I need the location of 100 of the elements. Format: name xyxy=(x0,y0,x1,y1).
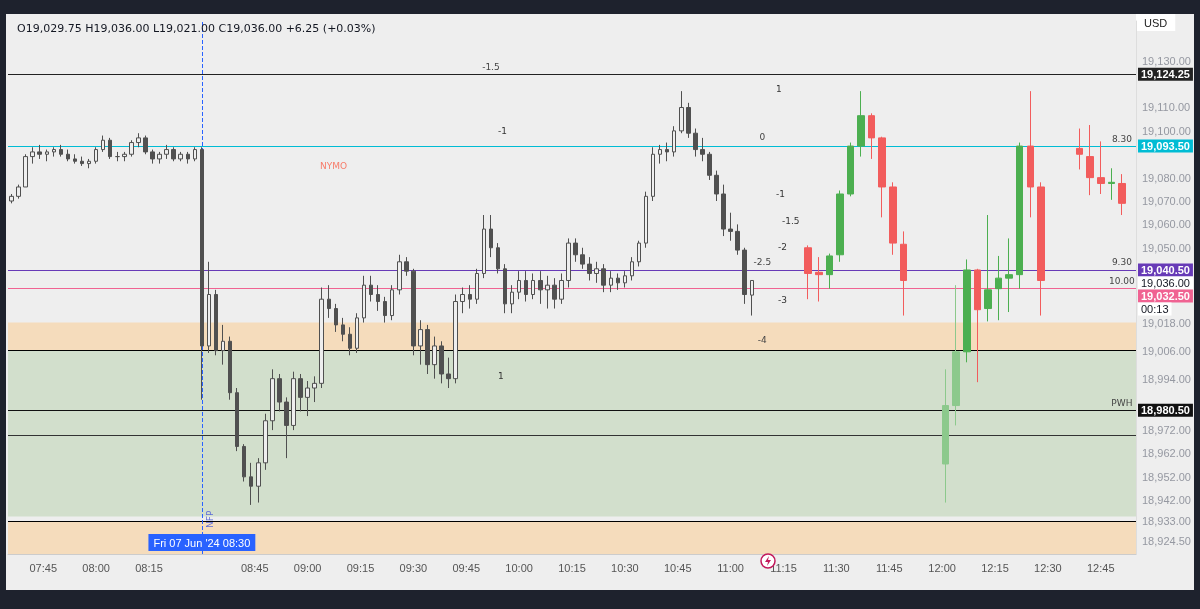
candlestick xyxy=(804,244,812,300)
candlestick xyxy=(425,324,430,375)
annotation: 9.30 xyxy=(1111,257,1133,268)
x-tick-label: 12:30 xyxy=(1034,561,1062,574)
candlestick xyxy=(277,373,282,412)
candlestick xyxy=(686,102,691,139)
candlestick xyxy=(221,324,225,366)
chart-subtitle: O19,029.75 H19,036.00 L19,021.00 C19,036.00 +6.25 (+0.03%) xyxy=(17,22,376,35)
candlestick xyxy=(362,275,366,324)
candlestick xyxy=(510,284,514,314)
annotation: NYMO xyxy=(320,161,348,171)
candlestick xyxy=(376,284,380,312)
ref-line-label: 19,040.50 xyxy=(1141,263,1190,276)
text: 19,036.00 xyxy=(1141,277,1190,289)
candlestick xyxy=(942,368,949,504)
ref-line-label: 18,980.50 xyxy=(1141,404,1190,417)
candlestick xyxy=(482,214,486,279)
annotation: -4 xyxy=(757,334,768,345)
candlestick xyxy=(73,153,77,165)
candlestick xyxy=(52,146,56,158)
candlestick xyxy=(878,136,886,218)
candlestick xyxy=(298,373,303,412)
candlestick xyxy=(327,284,331,319)
candlestick xyxy=(496,242,500,274)
candlestick xyxy=(566,237,571,288)
candlestick xyxy=(432,336,437,380)
candlestick xyxy=(531,272,535,300)
y-tick-label: 19,080.00 xyxy=(1142,171,1191,184)
candlestick xyxy=(836,189,844,263)
candlestick xyxy=(214,289,218,356)
y-tick-label: 18,933.00 xyxy=(1142,515,1191,528)
candlestick xyxy=(974,268,981,383)
candlestick xyxy=(735,223,740,256)
candlestick xyxy=(475,268,479,305)
x-tick-label: 11:00 xyxy=(717,561,744,574)
candlestick xyxy=(672,125,676,158)
candlestick xyxy=(341,317,345,342)
candlestick xyxy=(857,90,865,158)
text: 00:13 xyxy=(1141,303,1169,315)
candlestick xyxy=(87,158,91,169)
candlestick xyxy=(256,457,261,504)
annotation: 0 xyxy=(759,132,766,143)
candlestick xyxy=(1076,128,1083,170)
candlestick xyxy=(889,181,897,256)
candlestick xyxy=(291,371,296,431)
candlestick xyxy=(453,294,458,384)
candlestick xyxy=(9,193,14,204)
candlestick xyxy=(460,287,465,314)
candlestick xyxy=(665,142,669,162)
candlestick xyxy=(369,275,373,303)
candlestick xyxy=(995,255,1002,321)
x-tick-label: 12:45 xyxy=(1086,561,1115,574)
candlestick xyxy=(707,151,712,181)
candlestick xyxy=(700,137,705,162)
candlestick xyxy=(143,135,148,155)
x-tick-label: 10:15 xyxy=(558,561,586,574)
annotation: -1 xyxy=(776,189,785,199)
candlestick xyxy=(503,263,507,314)
y-tick-label: 19,050.00 xyxy=(1142,241,1191,254)
candlestick xyxy=(30,146,35,165)
annotation: 1 xyxy=(776,84,782,94)
annotation: -3 xyxy=(778,295,787,305)
candlestick xyxy=(305,380,310,417)
candlestick xyxy=(404,256,409,277)
candlestick xyxy=(186,151,190,165)
y-tick-label: 18,962.00 xyxy=(1142,447,1191,460)
candlestick xyxy=(900,230,907,317)
candlestick xyxy=(1118,173,1126,216)
candlestick xyxy=(59,144,63,158)
candlestick xyxy=(651,146,655,202)
annotation: NFP xyxy=(205,510,215,528)
candlestick xyxy=(207,261,211,354)
candlestick xyxy=(164,144,169,160)
candlestick xyxy=(418,319,423,366)
ref-line-label: 19,124.25 xyxy=(1141,68,1190,81)
x-tick-label: 12:15 xyxy=(981,561,1009,574)
candlestick xyxy=(623,270,627,288)
annotation: PWH xyxy=(1111,397,1133,408)
candlestick xyxy=(1027,90,1034,218)
candlestick xyxy=(235,387,239,452)
y-tick-label: 18,924.50 xyxy=(1142,535,1191,548)
x-tick-label: 10:45 xyxy=(663,561,692,574)
candlestick xyxy=(658,144,662,165)
candlestick xyxy=(714,170,719,202)
candlestick xyxy=(284,396,289,459)
candlestick xyxy=(952,284,960,426)
candlestick xyxy=(489,214,493,258)
candlestick xyxy=(101,135,105,153)
candlestick xyxy=(66,149,70,162)
y-tick-label: 18,952.00 xyxy=(1142,470,1191,483)
candlestick xyxy=(630,256,634,281)
candlestick xyxy=(80,156,84,167)
candlestick xyxy=(815,256,823,303)
ref-line-label: 19,032.50 xyxy=(1141,290,1190,302)
candlestick xyxy=(616,272,620,291)
y-tick-label: 19,018.00 xyxy=(1142,316,1191,329)
candlestick xyxy=(826,253,833,290)
x-tick-label: 09:45 xyxy=(452,561,481,574)
candlestick xyxy=(94,146,98,165)
y-tick-label: 19,060.00 xyxy=(1142,218,1191,231)
